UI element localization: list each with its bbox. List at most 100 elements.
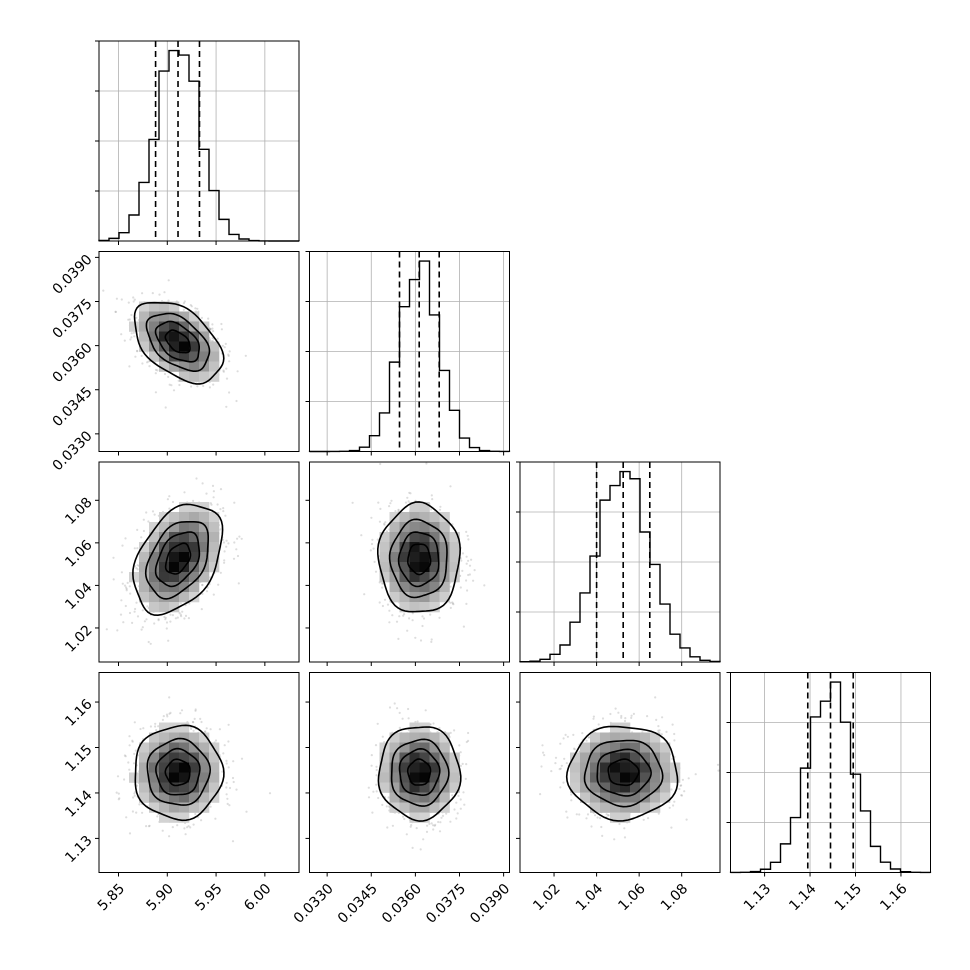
density-cell	[189, 371, 200, 382]
sample-point	[178, 611, 181, 615]
sample-point	[195, 477, 198, 480]
sample-point	[161, 718, 164, 721]
density-cell	[189, 582, 200, 593]
density-cell	[179, 812, 190, 823]
sample-point	[460, 559, 463, 562]
sample-point	[142, 518, 145, 521]
sample-point	[438, 508, 442, 511]
sample-point	[370, 764, 373, 767]
sample-point	[225, 762, 228, 765]
sample-point	[376, 722, 379, 725]
sample-point	[124, 537, 127, 540]
sample-point	[128, 768, 131, 771]
sample-point	[550, 770, 553, 773]
panel-frame	[98, 40, 300, 242]
density-cell	[209, 532, 220, 543]
density-cell	[139, 331, 150, 342]
sample-point	[370, 542, 374, 546]
density-cell	[149, 351, 160, 362]
sample-point	[196, 307, 199, 310]
sample-point	[189, 304, 192, 307]
sample-point	[125, 589, 128, 592]
density-cell	[169, 512, 180, 523]
sample-point	[214, 817, 217, 820]
sample-point	[184, 833, 187, 836]
density-cell	[169, 341, 180, 352]
density-cell	[169, 752, 180, 763]
sample-point	[126, 581, 129, 584]
sample-point	[115, 297, 118, 300]
sample-point	[228, 804, 231, 807]
sample-point	[165, 627, 168, 630]
density-cell	[169, 552, 180, 563]
density-cell	[389, 522, 400, 533]
sample-point	[136, 528, 139, 531]
sample-point	[146, 605, 149, 608]
sample-point	[216, 337, 219, 340]
sample-point	[455, 801, 458, 804]
sample-point	[136, 564, 139, 567]
sample-point	[381, 735, 384, 738]
sample-point	[200, 819, 203, 822]
density-cell	[189, 512, 200, 523]
density-cell	[149, 592, 160, 603]
sample-point	[119, 613, 123, 616]
sample-point	[429, 613, 432, 616]
sample-point	[128, 318, 131, 321]
sample-point	[138, 803, 141, 806]
sample-point	[201, 583, 204, 586]
density-cell	[399, 732, 410, 743]
sample-point	[438, 830, 442, 833]
sample-point	[372, 790, 375, 793]
density-cell	[439, 742, 450, 753]
sample-point	[462, 625, 465, 628]
sample-point	[411, 612, 414, 615]
sample-point	[465, 763, 468, 766]
sample-point	[223, 550, 226, 553]
sample-point	[403, 817, 406, 821]
sample-point	[440, 816, 443, 819]
sample-point	[405, 833, 408, 836]
sample-point	[134, 355, 137, 358]
sample-point	[407, 717, 410, 720]
sample-point	[114, 310, 117, 313]
density-cell	[439, 542, 450, 553]
sample-point	[384, 521, 387, 524]
sample-point	[182, 308, 185, 311]
sample-point	[128, 735, 131, 738]
density-cell	[159, 341, 170, 352]
sample-point	[211, 323, 214, 326]
sample-point	[438, 616, 441, 619]
sample-point	[221, 344, 224, 347]
sample-point	[430, 640, 433, 643]
sample-point	[134, 607, 137, 611]
sample-point	[157, 725, 160, 728]
sample-point	[409, 492, 412, 495]
density-cell	[409, 562, 420, 573]
sample-point	[131, 739, 134, 742]
sample-point	[410, 824, 413, 827]
sample-point	[224, 514, 227, 517]
density-cell	[199, 341, 210, 352]
sample-point	[127, 318, 130, 321]
sample-point	[449, 606, 452, 609]
sample-point	[369, 549, 372, 552]
sample-point	[201, 584, 204, 587]
density-cell	[209, 772, 220, 783]
sample-point	[466, 534, 469, 537]
density-cell	[139, 341, 150, 352]
sample-point	[388, 609, 391, 612]
sample-point	[373, 560, 376, 563]
density-shading	[129, 301, 220, 382]
sample-point	[372, 547, 375, 550]
sample-point	[406, 629, 409, 632]
sample-point	[194, 708, 197, 711]
sample-point	[394, 510, 397, 513]
sample-point	[174, 617, 177, 620]
sample-point	[411, 846, 414, 849]
sample-point	[157, 619, 160, 622]
sample-point	[147, 825, 151, 828]
sample-point	[387, 796, 390, 799]
density-cell	[149, 602, 160, 613]
sample-point	[205, 492, 208, 495]
